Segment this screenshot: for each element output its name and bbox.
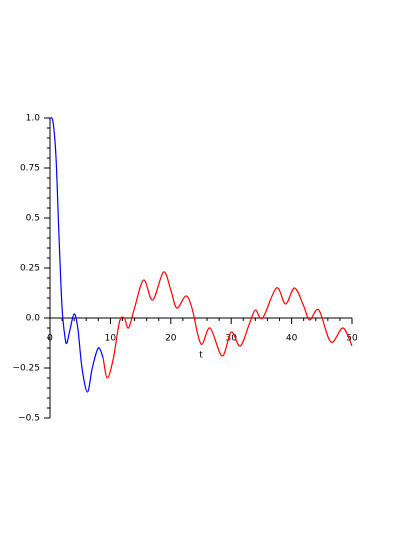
y-tick-label: 0.5 bbox=[26, 214, 40, 224]
x-tick-label: 20 bbox=[165, 334, 177, 344]
y-tick-label: 1.0 bbox=[26, 114, 41, 124]
x-tick-label: 10 bbox=[105, 334, 117, 344]
line-series bbox=[49, 117, 104, 393]
x-tick-label: 30 bbox=[225, 334, 237, 344]
line-series bbox=[102, 271, 353, 379]
y-tick-label: −0.25 bbox=[12, 364, 40, 374]
x-tick-label: 50 bbox=[346, 334, 358, 344]
x-tick-label: 0 bbox=[47, 334, 53, 344]
x-axis-label: t bbox=[199, 351, 203, 361]
y-tick-label: 0.75 bbox=[20, 164, 40, 174]
y-tick-label: 0.25 bbox=[20, 264, 40, 274]
y-tick-label: 0.0 bbox=[26, 314, 41, 324]
x-tick-label: 40 bbox=[286, 334, 298, 344]
y-tick-label: −0.5 bbox=[18, 414, 40, 424]
